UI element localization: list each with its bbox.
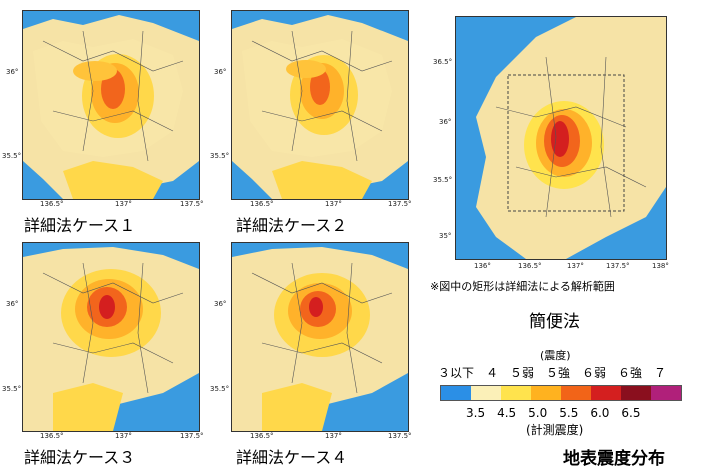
simple-ytick-0: 36.5° <box>433 58 453 66</box>
legend-intensity-heading: (震度) <box>540 349 571 362</box>
simple-ytick-2: 35.5° <box>433 176 453 184</box>
map-panel-simple <box>455 16 667 260</box>
simple-method-caption: 簡便法 <box>529 312 580 332</box>
case4-xtick-2: 137.5° <box>388 432 412 440</box>
map-panel-case3 <box>22 242 200 432</box>
legend-swatch-1 <box>471 386 501 400</box>
case1-ytick-0: 36° <box>6 68 19 76</box>
case1-xtick-2: 137.5° <box>180 200 204 208</box>
case4-ytick-1: 35.5° <box>210 385 230 393</box>
map-panel-case4 <box>231 242 409 432</box>
simple-xtick-0: 136° <box>474 262 491 270</box>
case3-xtick-0: 136.5° <box>40 432 64 440</box>
analysis-range-rectangle <box>507 74 625 212</box>
map-panel-case1 <box>22 10 200 200</box>
case4-xtick-0: 136.5° <box>250 432 274 440</box>
map-case2-image <box>232 11 408 199</box>
case2-xtick-2: 137.5° <box>388 200 412 208</box>
legend-scale-values: 3.5 4.5 5.0 5.5 6.0 6.5 <box>466 406 641 420</box>
figure-title: 地表震度分布 <box>563 449 665 469</box>
legend-color-bar <box>440 385 682 401</box>
case4-xtick-1: 137° <box>325 432 342 440</box>
case1-ytick-1: 35.5° <box>2 152 22 160</box>
legend-scale-caption: (計測震度) <box>526 423 584 437</box>
simple-xtick-1: 136.5° <box>518 262 542 270</box>
legend-swatch-2 <box>501 386 531 400</box>
case3-xtick-1: 137° <box>115 432 132 440</box>
case1-xtick-1: 137° <box>115 200 132 208</box>
case2-xtick-1: 137° <box>325 200 342 208</box>
case3-ytick-0: 36° <box>6 300 19 308</box>
case4-caption: 詳細法ケース４ <box>236 448 348 467</box>
map-case3-image <box>23 243 199 431</box>
case1-caption: 詳細法ケース１ <box>24 216 136 235</box>
map-case1-image <box>23 11 199 199</box>
case2-ytick-1: 35.5° <box>210 152 230 160</box>
legend-swatch-3 <box>531 386 561 400</box>
case1-xtick-0: 136.5° <box>40 200 64 208</box>
legend-swatch-4 <box>561 386 591 400</box>
simple-xtick-2: 137° <box>567 262 584 270</box>
legend-swatch-5 <box>591 386 621 400</box>
case2-caption: 詳細法ケース２ <box>236 216 348 235</box>
map-simple-image <box>456 17 666 259</box>
case2-xtick-0: 136.5° <box>250 200 274 208</box>
case3-xtick-2: 137.5° <box>180 432 204 440</box>
simple-xtick-4: 138° <box>652 262 669 270</box>
case3-ytick-1: 35.5° <box>2 385 22 393</box>
simple-xtick-3: 137.5° <box>606 262 630 270</box>
simple-ytick-3: 35° <box>439 232 452 240</box>
map-case4-image <box>232 243 408 431</box>
simple-ytick-1: 36° <box>439 118 452 126</box>
map-panel-case2 <box>231 10 409 200</box>
analysis-range-note: ※図中の矩形は詳細法による解析範囲 <box>430 280 615 293</box>
legend-intensity-labels: ３以下 ４ ５弱 ５強 ６弱 ６強 ７ <box>438 366 667 380</box>
legend-swatch-7 <box>651 386 681 400</box>
case2-ytick-0: 36° <box>214 68 227 76</box>
legend-swatch-0 <box>441 386 471 400</box>
case3-caption: 詳細法ケース３ <box>24 448 136 467</box>
case4-ytick-0: 36° <box>214 300 227 308</box>
legend-swatch-6 <box>621 386 651 400</box>
